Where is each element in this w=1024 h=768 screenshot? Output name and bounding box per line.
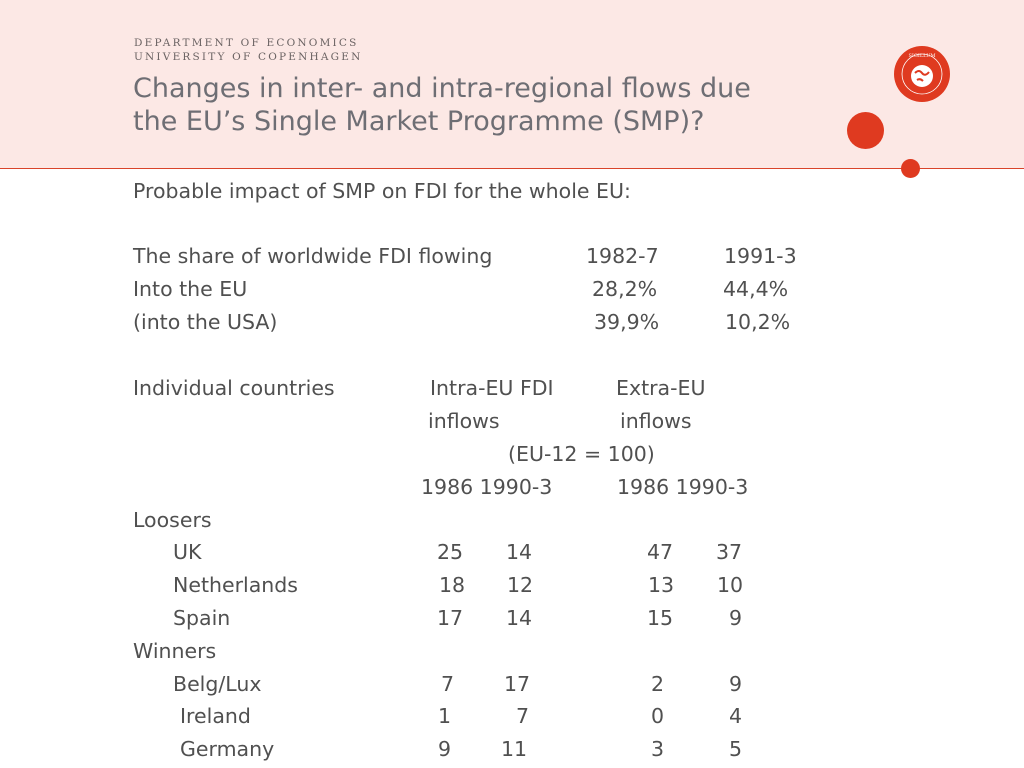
decorative-circle-small bbox=[901, 159, 920, 178]
svg-text:SIGILLUM: SIGILLUM bbox=[908, 53, 935, 59]
value: 4 bbox=[729, 704, 743, 728]
value: 9 bbox=[729, 606, 743, 630]
country-name: Ireland bbox=[180, 704, 251, 728]
country-name: Germany bbox=[180, 737, 275, 761]
value: 9 bbox=[729, 672, 743, 696]
university-name: UNIVERSITY OF COPENHAGEN bbox=[134, 51, 363, 63]
intro-text: Probable impact of SMP on FDI for the wh… bbox=[133, 179, 631, 203]
value: 3 bbox=[651, 737, 665, 761]
title-line-2: the EU’s Single Market Programme (SMP)? bbox=[133, 106, 705, 137]
value: 17 bbox=[504, 672, 531, 696]
value: 47 bbox=[647, 540, 674, 564]
country-name: Belg/Lux bbox=[173, 672, 262, 696]
share-row-value: 44,4% bbox=[723, 277, 789, 301]
department-name: DEPARTMENT OF ECONOMICS bbox=[134, 37, 359, 49]
title-line-1: Changes in inter- and intra-regional flo… bbox=[133, 73, 751, 104]
intra-header: Intra-EU FDI bbox=[430, 376, 554, 400]
value: 12 bbox=[507, 573, 534, 597]
value: 9 bbox=[438, 737, 452, 761]
value: 14 bbox=[506, 606, 533, 630]
value: 7 bbox=[441, 672, 455, 696]
share-label: The share of worldwide FDI flowing bbox=[133, 244, 493, 268]
years-intra: 1986 1990-3 bbox=[421, 475, 553, 499]
loosers-label: Loosers bbox=[133, 508, 212, 532]
share-row-label: Into the EU bbox=[133, 277, 248, 301]
share-row-value: 28,2% bbox=[592, 277, 658, 301]
value: 10 bbox=[717, 573, 744, 597]
years-extra: 1986 1990-3 bbox=[617, 475, 749, 499]
country-name: Spain bbox=[173, 606, 231, 630]
country-name: UK bbox=[173, 540, 202, 564]
share-col2: 1991-3 bbox=[724, 244, 797, 268]
winners-label: Winners bbox=[133, 639, 217, 663]
value: 37 bbox=[716, 540, 743, 564]
share-row-label: (into the USA) bbox=[133, 310, 278, 334]
slide-title: Changes in inter- and intra-regional flo… bbox=[133, 72, 751, 138]
value: 5 bbox=[729, 737, 743, 761]
share-row-value: 10,2% bbox=[725, 310, 791, 334]
value: 15 bbox=[647, 606, 674, 630]
value: 13 bbox=[648, 573, 675, 597]
decorative-circle-large bbox=[847, 112, 884, 149]
extra-header-2: inflows bbox=[620, 409, 692, 433]
value: 17 bbox=[437, 606, 464, 630]
value: 7 bbox=[516, 704, 530, 728]
slide-header: DEPARTMENT OF ECONOMICS UNIVERSITY OF CO… bbox=[0, 0, 1024, 169]
value: 0 bbox=[651, 704, 665, 728]
value: 18 bbox=[439, 573, 466, 597]
value: 11 bbox=[501, 737, 528, 761]
share-row-value: 39,9% bbox=[594, 310, 660, 334]
value: 2 bbox=[651, 672, 665, 696]
index-note: (EU-12 = 100) bbox=[508, 442, 655, 466]
university-seal-logo: SIGILLUM bbox=[894, 46, 950, 102]
intra-header-2: inflows bbox=[428, 409, 500, 433]
countries-label: Individual countries bbox=[133, 376, 335, 400]
country-name: Netherlands bbox=[173, 573, 298, 597]
share-col1: 1982-7 bbox=[586, 244, 659, 268]
value: 1 bbox=[438, 704, 452, 728]
value: 25 bbox=[437, 540, 464, 564]
value: 14 bbox=[506, 540, 533, 564]
extra-header: Extra-EU bbox=[616, 376, 706, 400]
